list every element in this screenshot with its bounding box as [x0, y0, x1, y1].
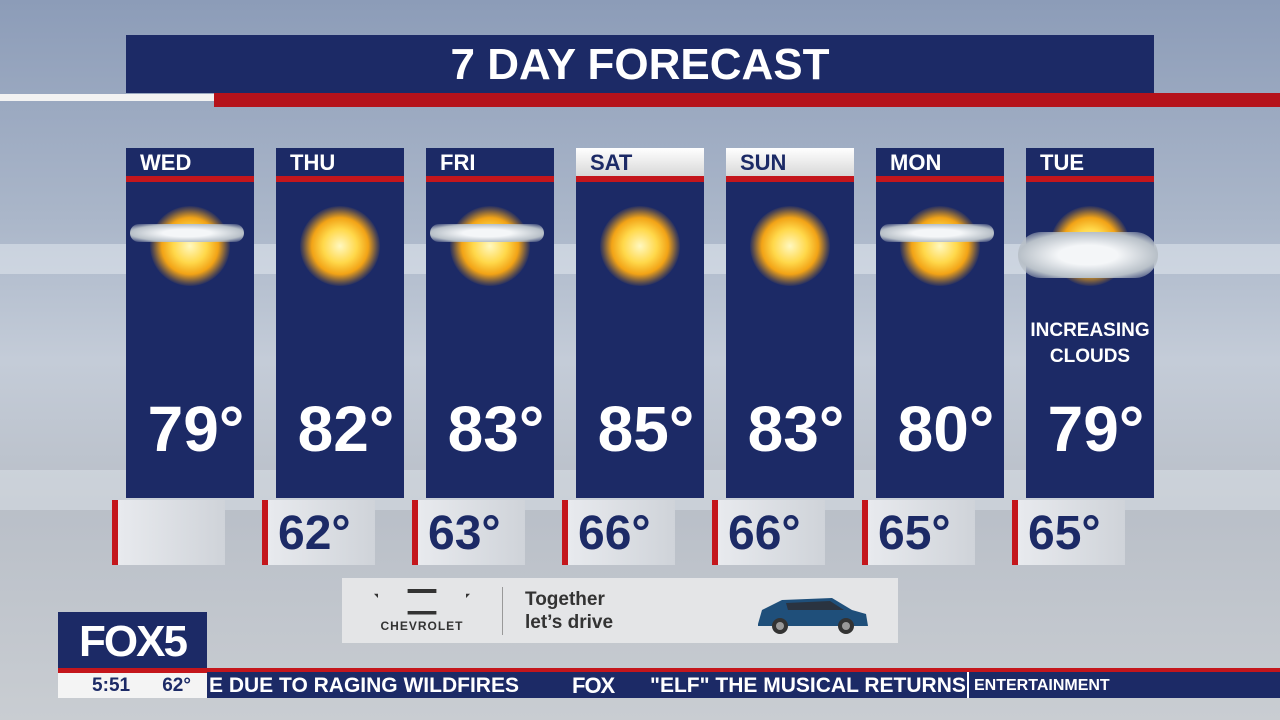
- high-temp: 83°: [747, 393, 845, 465]
- fox5-logo: FOX5: [58, 612, 207, 670]
- high-temp: 79°: [1047, 393, 1145, 465]
- day-name: SAT: [576, 148, 704, 176]
- ad-tagline: let’s drive: [525, 611, 614, 633]
- low-temp: 62°: [262, 500, 375, 565]
- current-time: 5:51: [92, 675, 131, 696]
- day-column: TUE INCREASING CLOUDS 79°: [1018, 148, 1158, 498]
- chevrolet-logo-icon: [374, 588, 470, 615]
- day-column: SUN 83°: [726, 148, 854, 498]
- high-temp: 82°: [297, 393, 395, 465]
- low-temp: [112, 500, 225, 565]
- cloud-icon: [130, 224, 244, 242]
- high-temp: 80°: [897, 393, 995, 465]
- news-ticker: E DUE TO RAGING WILDFIRES FOX "ELF" THE …: [207, 668, 1280, 698]
- sun-icon: [450, 206, 530, 286]
- divider: [276, 176, 404, 182]
- divider: [214, 93, 1280, 107]
- low-temp: 63°: [412, 500, 525, 565]
- cloud-icon: [430, 224, 544, 242]
- high-temp: 83°: [447, 393, 545, 465]
- low-temp: 65°: [862, 500, 975, 565]
- day-column: THU 82°: [276, 148, 404, 498]
- sun-icon: [600, 206, 680, 286]
- sun-icon: [900, 206, 980, 286]
- divider: [58, 668, 207, 673]
- current-temp: 62°: [162, 675, 191, 696]
- divider: [126, 176, 254, 182]
- day-name: THU: [290, 150, 336, 175]
- day-column: FRI 83°: [426, 148, 554, 498]
- ticker-headline: "ELF" THE MUSICAL RETURNS: [650, 674, 966, 697]
- ticker-headline: E DUE TO RAGING WILDFIRES: [209, 674, 519, 697]
- sun-icon: [750, 206, 830, 286]
- divider: [1026, 176, 1154, 182]
- day-name: TUE: [1040, 150, 1084, 175]
- divider: [967, 672, 969, 698]
- day-name: WED: [140, 150, 192, 175]
- divider: [726, 176, 854, 182]
- day-name: SUN: [726, 148, 854, 176]
- car-icon: [758, 598, 868, 634]
- divider: [0, 94, 214, 101]
- fox-logo: FOX: [572, 673, 615, 698]
- divider: [502, 586, 503, 635]
- high-temp: 79°: [147, 393, 245, 465]
- low-temp: 66°: [712, 500, 825, 565]
- day-name: MON: [890, 150, 942, 175]
- ticker-category: ENTERTAINMENT: [974, 677, 1110, 694]
- low-temp: 65°: [1012, 500, 1125, 565]
- day-name: FRI: [440, 150, 476, 175]
- sun-icon: [150, 206, 230, 286]
- ad-tagline: Together: [525, 588, 605, 610]
- forecast-title: 7 DAY FORECAST: [126, 35, 1154, 93]
- high-temp: 85°: [597, 393, 695, 465]
- day-column: WED 79°: [126, 148, 254, 498]
- time-temp-bug: 5:51 62°: [58, 673, 207, 698]
- day-column: SAT 85°: [576, 148, 704, 498]
- divider: [426, 176, 554, 182]
- sun-icon: [300, 206, 380, 286]
- cloud-icon: [880, 224, 994, 242]
- condition-text: INCREASING CLOUDS: [1030, 320, 1150, 367]
- chevrolet-ad[interactable]: CHEVROLET Together let’s drive: [342, 578, 898, 643]
- divider: [576, 176, 704, 182]
- cloud-icon: [1018, 232, 1158, 278]
- divider: [876, 176, 1004, 182]
- day-column: MON 80°: [876, 148, 1004, 498]
- low-temp: 66°: [562, 500, 675, 565]
- ad-brand: CHEVROLET: [380, 618, 464, 633]
